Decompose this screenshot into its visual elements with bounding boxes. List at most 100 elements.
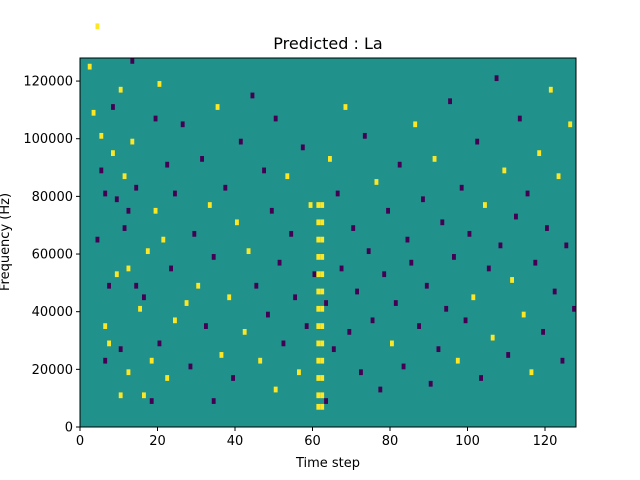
- y-tick-label: 0: [65, 421, 73, 436]
- plot-frame: [79, 57, 577, 428]
- heatmap-cell: [149, 357, 154, 364]
- heatmap-cell: [320, 403, 325, 410]
- heatmap-cell: [173, 190, 177, 197]
- heatmap-cell: [316, 305, 321, 312]
- x-tick-label: 20: [149, 434, 166, 449]
- heatmap-cell: [297, 369, 301, 376]
- heatmap-cell: [359, 369, 363, 376]
- heatmap-cell: [184, 300, 189, 306]
- heatmap-cell: [417, 323, 421, 329]
- heatmap-cell: [231, 375, 235, 381]
- heatmap-cell: [157, 340, 162, 347]
- heatmap-cell: [281, 340, 286, 347]
- heatmap-cells: [87, 23, 576, 410]
- heatmap-cell: [525, 190, 530, 197]
- heatmap-cell: [320, 288, 325, 295]
- heatmap-cell: [324, 398, 328, 404]
- heatmap-cell: [188, 363, 193, 370]
- heatmap-cell: [514, 213, 518, 220]
- heatmap-cell: [320, 202, 325, 208]
- chart-title: Predicted : La: [273, 34, 382, 53]
- heatmap-cell: [211, 254, 216, 260]
- heatmap-cell: [335, 190, 340, 197]
- x-tick-label: 100: [455, 434, 480, 449]
- heatmap-cell: [200, 156, 204, 162]
- heatmap-cell: [91, 109, 96, 116]
- heatmap-cell: [242, 328, 247, 335]
- heatmap-cell: [142, 294, 146, 301]
- heatmap-cell: [463, 317, 468, 324]
- heatmap-cell: [436, 346, 441, 353]
- x-axis-label: Time step: [295, 456, 360, 471]
- heatmap-cell: [111, 104, 115, 110]
- y-tick-label: 20000: [32, 363, 73, 378]
- heatmap-cell: [103, 323, 108, 329]
- heatmap-cell: [258, 357, 263, 364]
- x-axis: 0 20 40 60 80 100 120: [76, 427, 557, 449]
- heatmap-cell: [320, 323, 325, 329]
- heatmap-cell: [502, 167, 507, 174]
- heatmap-cell: [517, 115, 522, 122]
- heatmap-cell: [521, 311, 526, 318]
- y-axis-label: Frequency (Hz): [0, 193, 13, 291]
- heatmap-cell: [545, 225, 549, 231]
- heatmap-cell: [409, 259, 414, 266]
- heatmap-cell: [316, 288, 321, 295]
- heatmap-cell: [378, 386, 383, 393]
- heatmap-cell: [126, 207, 131, 214]
- x-tick-label: 60: [304, 434, 321, 449]
- heatmap-cell: [145, 248, 150, 255]
- heatmap-cell: [390, 340, 394, 347]
- heatmap-cell: [370, 317, 375, 324]
- heatmap-cell: [227, 294, 232, 301]
- heatmap-cell: [556, 173, 561, 180]
- heatmap-cell: [134, 184, 139, 191]
- x-tick-label: 80: [382, 434, 399, 449]
- heatmap-cell: [207, 202, 212, 208]
- heatmap-cell: [324, 300, 328, 306]
- heatmap-cell: [320, 254, 325, 260]
- heatmap-cell: [421, 196, 425, 203]
- x-tick-label: 40: [227, 434, 244, 449]
- heatmap-cell: [126, 265, 131, 272]
- heatmap-cell: [320, 392, 325, 399]
- heatmap-cell: [99, 167, 104, 174]
- heatmap-cell: [138, 305, 142, 312]
- heatmap-cell: [393, 300, 398, 306]
- heatmap-cell: [107, 282, 111, 289]
- heatmap-cell: [366, 248, 371, 255]
- heatmap-cell: [254, 282, 259, 289]
- heatmap-cell: [382, 271, 387, 278]
- heatmap-cell: [440, 219, 445, 226]
- heatmap-cell: [192, 230, 197, 237]
- heatmap-cell: [149, 398, 154, 404]
- y-tick-label: 40000: [32, 305, 73, 320]
- heatmap-cell: [169, 265, 173, 272]
- heatmap-cell: [320, 375, 325, 381]
- heatmap-cell: [107, 340, 111, 347]
- heatmap-cell: [428, 380, 433, 387]
- heatmap-cell: [219, 352, 224, 358]
- y-tick-label: 80000: [32, 190, 73, 205]
- y-tick-label: 100000: [23, 132, 73, 147]
- heatmap-cell: [204, 323, 208, 329]
- heatmap-cell: [316, 357, 321, 364]
- heatmap-cell: [490, 334, 495, 341]
- heatmap-cell: [405, 236, 410, 243]
- heatmap-cell: [320, 340, 325, 347]
- heatmap-cell: [235, 219, 239, 226]
- heatmap-cell: [486, 265, 491, 272]
- heatmap-cell: [95, 236, 100, 243]
- heatmap-cell: [552, 288, 557, 295]
- heatmap-cell: [331, 346, 336, 353]
- heatmap-cell: [262, 167, 266, 174]
- heatmap-cell: [444, 305, 449, 312]
- heatmap-cell: [537, 150, 542, 157]
- heatmap-cell: [118, 392, 123, 399]
- heatmap-cell: [173, 317, 177, 324]
- heatmap-cell: [308, 202, 313, 208]
- heatmap-cell: [130, 138, 135, 145]
- heatmap-cell: [459, 184, 464, 191]
- heatmap-cell: [196, 282, 201, 289]
- heatmap-cell: [424, 282, 429, 289]
